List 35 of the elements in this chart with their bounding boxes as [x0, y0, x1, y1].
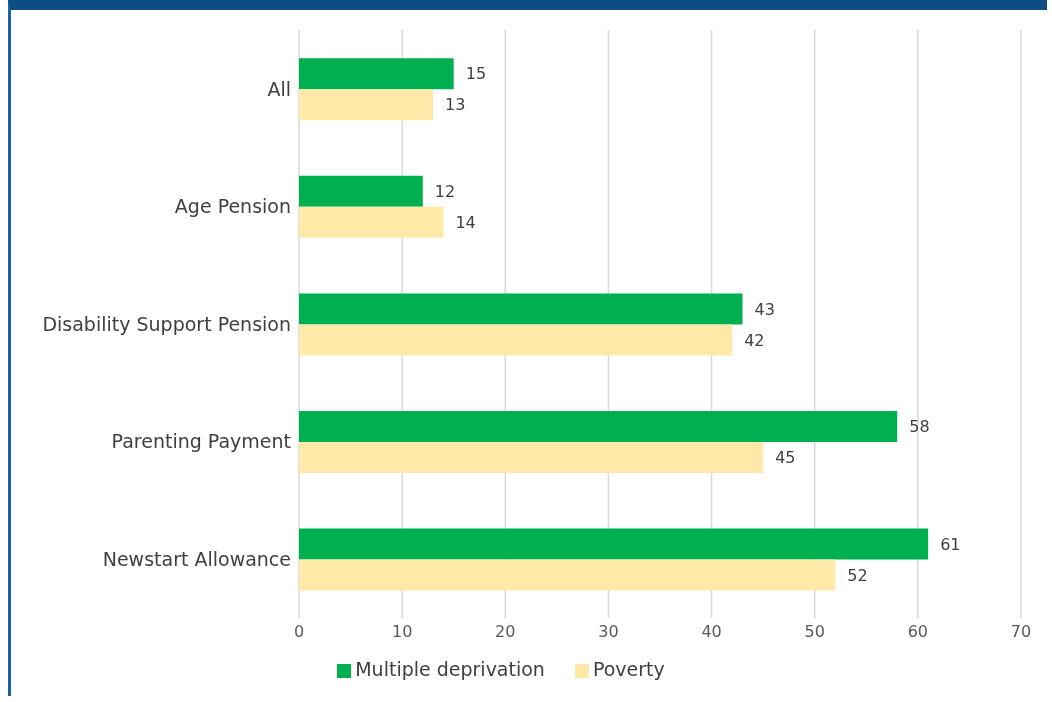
- bar: [299, 89, 434, 121]
- data-label: 58: [909, 417, 930, 437]
- data-label: 13: [445, 95, 466, 115]
- x-tick-label: 50: [804, 622, 825, 642]
- bar: [299, 411, 898, 443]
- y-tick-label: All: [267, 77, 291, 100]
- x-tick-label: 10: [391, 622, 413, 642]
- x-tick-label: 0: [293, 622, 305, 642]
- y-tick-label: Disability Support Pension: [42, 312, 291, 335]
- bar: [299, 58, 454, 90]
- data-label: 43: [754, 299, 775, 319]
- data-label: 42: [744, 330, 765, 350]
- data-label: 12: [434, 182, 456, 201]
- x-tick-label: 60: [907, 622, 929, 642]
- x-tick-label: 40: [701, 622, 722, 642]
- bar: [299, 559, 836, 591]
- bar: [299, 528, 929, 560]
- y-tick-label: Parenting Payment: [111, 430, 291, 453]
- legend-label: Poverty: [592, 658, 665, 680]
- x-tick-label: 20: [495, 622, 516, 642]
- bar: [299, 293, 743, 325]
- bar: [299, 175, 423, 207]
- data-label: 52: [847, 565, 868, 585]
- bar: [299, 324, 733, 356]
- y-tick-label: Newstart Allowance: [102, 547, 291, 570]
- bar: [299, 206, 444, 238]
- x-tick-label: 70: [1010, 622, 1032, 642]
- legend-label: Multiple deprivation: [355, 658, 545, 680]
- x-tick-label: 30: [598, 622, 619, 642]
- data-label: 61: [940, 534, 961, 554]
- data-label: 45: [775, 448, 796, 468]
- bar: [299, 442, 764, 474]
- data-label: 14: [455, 213, 476, 232]
- y-tick-label: Age Pension: [174, 195, 291, 218]
- data-label: 15: [465, 64, 487, 84]
